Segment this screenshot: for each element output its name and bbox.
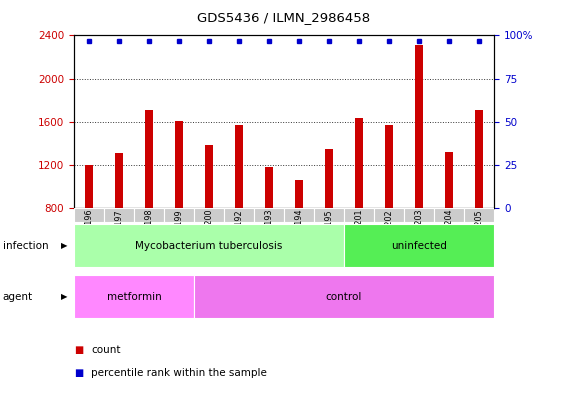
Bar — [434, 208, 464, 222]
Bar — [445, 152, 453, 295]
Text: GSM1378196: GSM1378196 — [85, 209, 93, 263]
Text: GSM1378194: GSM1378194 — [295, 209, 303, 263]
Bar — [344, 224, 494, 267]
Text: ▶: ▶ — [61, 292, 67, 301]
Bar — [224, 208, 254, 222]
Text: GSM1378199: GSM1378199 — [174, 209, 183, 263]
Text: GSM1378205: GSM1378205 — [475, 209, 483, 263]
Bar — [134, 208, 164, 222]
Bar — [284, 208, 314, 222]
Text: GSM1378198: GSM1378198 — [144, 209, 153, 263]
Bar — [205, 145, 212, 295]
Bar — [385, 125, 393, 295]
Bar — [235, 125, 243, 295]
Bar — [325, 149, 333, 295]
Bar — [74, 208, 104, 222]
Text: ■: ■ — [74, 368, 83, 378]
Bar — [175, 121, 183, 295]
Text: GSM1378193: GSM1378193 — [265, 209, 273, 263]
Text: metformin: metformin — [107, 292, 161, 302]
Text: GSM1378204: GSM1378204 — [445, 209, 454, 263]
Text: GSM1378200: GSM1378200 — [204, 209, 214, 263]
Bar — [265, 167, 273, 295]
Text: GSM1378203: GSM1378203 — [415, 209, 424, 263]
Bar — [194, 275, 494, 318]
Bar — [254, 208, 284, 222]
Bar — [404, 208, 434, 222]
Bar — [415, 45, 423, 295]
Bar — [74, 224, 344, 267]
Bar — [74, 275, 194, 318]
Bar — [356, 118, 363, 295]
Bar — [104, 208, 134, 222]
Bar — [164, 208, 194, 222]
Bar — [85, 165, 93, 295]
Text: Mycobacterium tuberculosis: Mycobacterium tuberculosis — [135, 241, 283, 251]
Bar — [344, 208, 374, 222]
Bar — [295, 180, 303, 295]
Text: ▶: ▶ — [61, 241, 67, 250]
Bar — [314, 208, 344, 222]
Text: uninfected: uninfected — [391, 241, 447, 251]
Bar — [475, 110, 483, 295]
Text: GSM1378195: GSM1378195 — [324, 209, 333, 263]
Bar — [374, 208, 404, 222]
Text: percentile rank within the sample: percentile rank within the sample — [91, 368, 267, 378]
Text: count: count — [91, 345, 120, 355]
Text: agent: agent — [3, 292, 33, 302]
Text: GSM1378197: GSM1378197 — [114, 209, 123, 263]
Bar — [115, 153, 123, 295]
Bar — [145, 110, 153, 295]
Text: GSM1378202: GSM1378202 — [385, 209, 394, 263]
Bar — [464, 208, 494, 222]
Text: GSM1378201: GSM1378201 — [354, 209, 364, 263]
Text: control: control — [326, 292, 362, 302]
Bar — [194, 208, 224, 222]
Text: ■: ■ — [74, 345, 83, 355]
Text: infection: infection — [3, 241, 48, 251]
Text: GDS5436 / ILMN_2986458: GDS5436 / ILMN_2986458 — [198, 11, 370, 24]
Text: GSM1378192: GSM1378192 — [235, 209, 244, 263]
